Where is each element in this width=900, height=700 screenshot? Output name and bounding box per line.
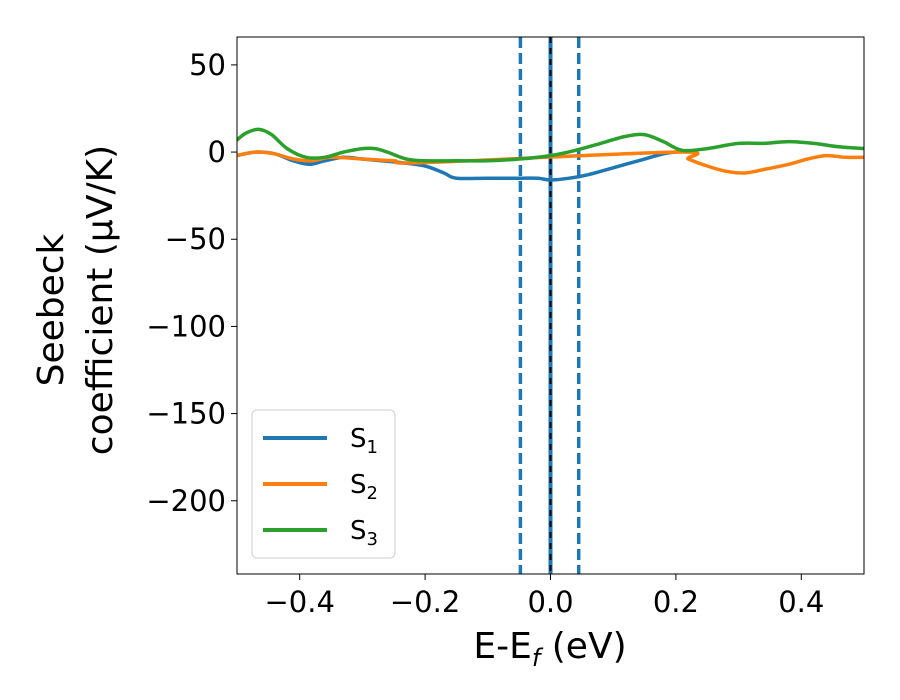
x-axis-ticks: −0.4 −0.2 0.0 0.2 0.4 <box>264 574 824 619</box>
legend-label-3: S3 <box>350 516 378 550</box>
legend: S1 S2 S3 <box>251 409 396 559</box>
y-axis-label: Seebeck coefficient (μV/K) <box>31 145 121 455</box>
x-tick-label: 0.0 <box>527 585 573 619</box>
series-lines <box>237 127 864 182</box>
y-tick-label: −200 <box>146 484 226 518</box>
x-tick-label: 0.2 <box>653 585 699 619</box>
y-tick-label: 0 <box>208 135 226 169</box>
y-tick-label: −150 <box>146 397 226 431</box>
y-tick-label: −100 <box>146 309 226 343</box>
series-line-2 <box>237 150 864 175</box>
x-tick-label: −0.4 <box>264 585 334 619</box>
y-axis-label-line1: Seebeck <box>31 233 72 386</box>
x-axis-label: E-Ef (eV) <box>473 626 626 672</box>
legend-label-1: S1 <box>350 424 378 458</box>
series-line-3 <box>237 127 864 163</box>
y-axis-label-line2: coefficient (μV/K) <box>80 145 121 455</box>
series-line-1 <box>237 150 678 182</box>
legend-label-2: S2 <box>350 470 378 504</box>
vertical-lines <box>518 37 581 574</box>
y-tick-label: 50 <box>189 48 226 82</box>
y-tick-label: −50 <box>165 222 226 256</box>
x-tick-label: 0.4 <box>778 585 824 619</box>
x-tick-label: −0.2 <box>390 585 460 619</box>
y-axis-ticks: 50 0 −50 −100 −150 −200 <box>146 48 237 518</box>
